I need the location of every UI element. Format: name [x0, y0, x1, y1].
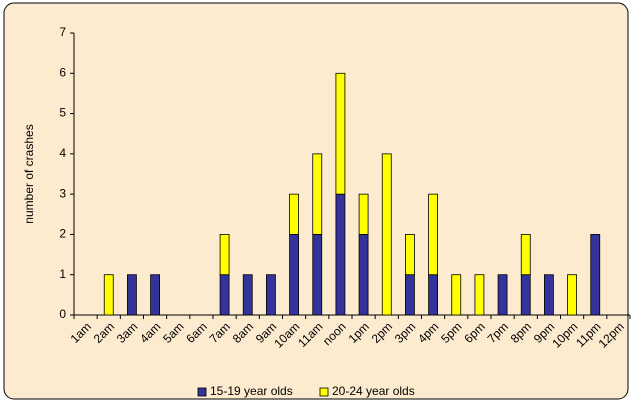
y-tick-label: 0 [59, 307, 66, 321]
bar-segment [335, 72, 346, 195]
bar-segment [150, 274, 160, 316]
bar-segment [289, 193, 299, 235]
bar-segment [358, 193, 369, 235]
bar-segment [381, 153, 392, 316]
y-tick-label: 3 [59, 186, 66, 200]
bar-segment [127, 274, 137, 316]
bar-segment [219, 234, 230, 276]
bar-segment [358, 234, 369, 316]
bar-segment [428, 274, 438, 316]
bar-segment [219, 274, 230, 316]
y-tick-label: 2 [59, 227, 66, 241]
bar-segment [103, 274, 114, 316]
bar-segment [266, 274, 276, 316]
legend-label: 15-19 year olds [210, 384, 293, 398]
legend-swatch [197, 387, 207, 397]
y-tick-label: 7 [59, 25, 66, 39]
bar-segment [567, 274, 577, 316]
bar-segment [474, 274, 485, 316]
y-tick-label: 4 [59, 146, 66, 160]
bar-segment [520, 234, 531, 276]
bar-segment [497, 274, 508, 316]
bar-segment [451, 274, 462, 316]
bar-segment [405, 234, 415, 276]
y-tick-label: 5 [59, 106, 66, 120]
bar-segment [520, 274, 531, 316]
y-tick-label: 6 [59, 65, 66, 79]
bar-segment [544, 274, 554, 316]
bar-segment [590, 234, 601, 316]
legend-swatch [319, 387, 329, 397]
bar-segment [405, 274, 415, 316]
bar-segment [312, 234, 323, 316]
bar-segment [428, 193, 438, 276]
y-axis-label: number of crashes [22, 124, 36, 223]
y-tick-label: 1 [59, 267, 66, 281]
bar-segment [335, 193, 346, 316]
bar-segment [289, 234, 299, 316]
bar-segment [312, 153, 323, 235]
bar-segment [242, 274, 253, 316]
legend-label: 20-24 year olds [332, 384, 415, 398]
